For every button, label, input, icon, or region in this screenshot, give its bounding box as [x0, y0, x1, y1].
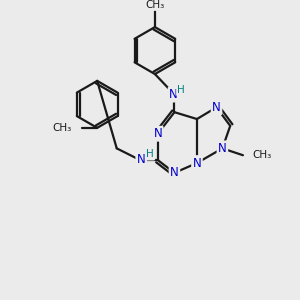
Text: CH₃: CH₃ [145, 0, 164, 10]
Text: H: H [146, 149, 154, 159]
Text: N: N [193, 157, 201, 169]
Text: N: N [218, 142, 227, 155]
Text: N: N [137, 153, 146, 166]
Text: H: H [177, 85, 185, 95]
Text: N: N [212, 101, 221, 114]
Text: CH₃: CH₃ [253, 150, 272, 160]
Text: N: N [170, 166, 179, 179]
Text: CH₃: CH₃ [52, 123, 72, 133]
Text: N: N [169, 88, 178, 101]
Text: N: N [154, 127, 162, 140]
